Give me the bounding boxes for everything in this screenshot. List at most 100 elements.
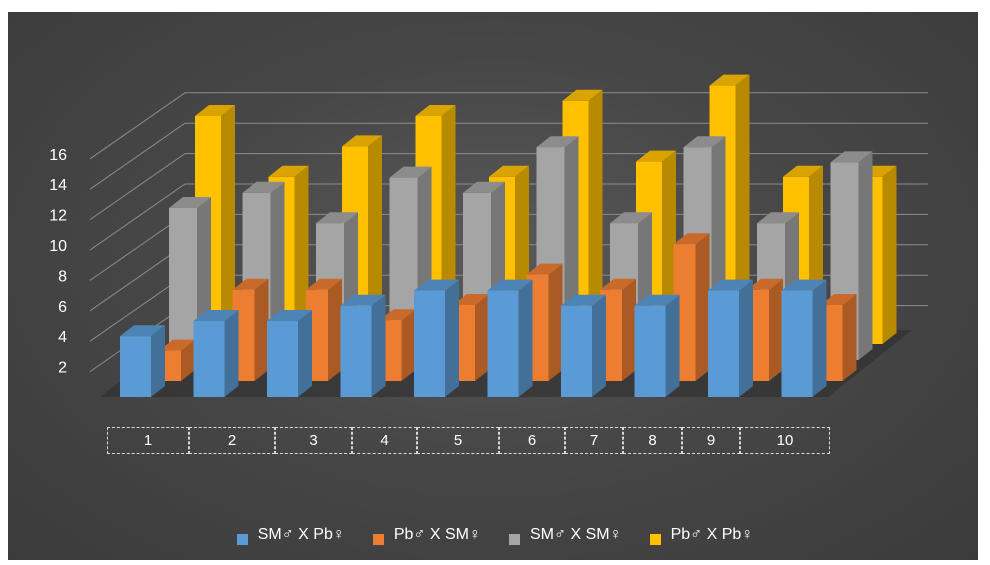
bar-front bbox=[169, 208, 197, 360]
bar-top bbox=[820, 294, 857, 305]
bar-side bbox=[328, 278, 342, 381]
bar-side bbox=[181, 339, 195, 381]
bar-top bbox=[526, 263, 563, 275]
bar-side bbox=[221, 105, 235, 344]
bar-top bbox=[389, 166, 432, 178]
legend-item: SM♂ X SM♀ bbox=[509, 526, 622, 545]
bar-top bbox=[536, 136, 579, 148]
gridline bbox=[89, 122, 928, 190]
legend-swatch bbox=[236, 533, 248, 545]
y-tick-label: 16 bbox=[49, 147, 67, 164]
legend-swatch bbox=[649, 533, 661, 545]
bar-top bbox=[169, 197, 211, 208]
y-axis-ticks: 2 4 6 8 10 12 14 16 bbox=[49, 147, 67, 377]
bar-0-7 bbox=[634, 294, 680, 397]
bar-top bbox=[708, 279, 753, 291]
y-tick-label: 6 bbox=[58, 299, 67, 316]
bar-side bbox=[298, 310, 312, 397]
bar-top bbox=[562, 89, 603, 101]
bar-side bbox=[622, 278, 636, 381]
bar-0-2 bbox=[267, 310, 312, 397]
bar-front bbox=[634, 305, 666, 397]
bar-front bbox=[487, 290, 519, 397]
bar-top bbox=[757, 212, 799, 224]
bar-top bbox=[747, 278, 783, 290]
bar-top bbox=[830, 151, 873, 163]
y-tick-label: 2 bbox=[58, 360, 67, 377]
chart-legend: SM♂ X Pb♀ Pb♂ X SM♀ SM♂ X SM♀ Pb♂ X Pb♀ bbox=[0, 520, 990, 550]
bar-top bbox=[159, 339, 195, 351]
legend-label: Pb♂ X Pb♀ bbox=[670, 526, 754, 543]
bar-top bbox=[709, 74, 750, 86]
bar-0-1 bbox=[193, 310, 239, 397]
legend-swatch bbox=[509, 533, 520, 545]
category-label: 8 bbox=[623, 427, 682, 454]
category-label: 2 bbox=[189, 427, 275, 454]
bar-side bbox=[368, 135, 382, 344]
y-tick-label: 4 bbox=[58, 329, 67, 346]
category-label: 7 bbox=[565, 427, 623, 454]
bar-side bbox=[858, 151, 873, 360]
gridline bbox=[89, 92, 928, 160]
legend-swatch bbox=[372, 533, 384, 545]
bar-front bbox=[708, 290, 739, 397]
legend-item: Pb♂ X SM♀ bbox=[372, 526, 481, 545]
category-label: 1 bbox=[107, 427, 189, 454]
bar-front bbox=[193, 321, 225, 397]
bar-2-0 bbox=[169, 197, 211, 360]
y-tick-label: 10 bbox=[49, 238, 67, 255]
y-tick-label: 14 bbox=[49, 177, 67, 194]
bar-side bbox=[151, 325, 165, 397]
gridline bbox=[89, 183, 928, 251]
bar-side bbox=[371, 294, 386, 397]
bar-top bbox=[673, 233, 710, 245]
bar-top bbox=[414, 279, 459, 291]
bar-top bbox=[783, 165, 823, 177]
bar-top bbox=[340, 294, 386, 306]
bars bbox=[120, 74, 897, 397]
bar-top bbox=[193, 310, 239, 321]
bar-top bbox=[781, 279, 827, 291]
bar-top bbox=[195, 105, 235, 116]
bar-0-3 bbox=[340, 294, 386, 397]
bar-top bbox=[316, 212, 358, 224]
y-tick-label: 8 bbox=[58, 268, 67, 285]
legend-label: SM♂ X SM♀ bbox=[530, 526, 622, 543]
legend-label: Pb♂ X SM♀ bbox=[393, 526, 481, 543]
bar-top bbox=[268, 165, 309, 177]
bar-top bbox=[561, 294, 606, 306]
bar-front bbox=[561, 305, 592, 397]
legend-label: SM♂ X Pb♀ bbox=[257, 526, 345, 543]
bar-side bbox=[769, 278, 783, 381]
bar-side bbox=[548, 263, 563, 381]
bar-top bbox=[634, 294, 680, 306]
bar-front bbox=[340, 305, 372, 397]
bar-side bbox=[445, 279, 459, 397]
bar-side bbox=[588, 89, 603, 344]
bar-top bbox=[489, 165, 529, 177]
bar-side bbox=[739, 279, 753, 397]
bar-top bbox=[232, 278, 269, 290]
legend-item: Pb♂ X Pb♀ bbox=[649, 526, 754, 545]
bar-side bbox=[592, 294, 606, 397]
bar-side bbox=[224, 310, 239, 397]
gridline bbox=[89, 153, 928, 221]
category-label: 9 bbox=[682, 427, 740, 454]
category-label: 4 bbox=[352, 427, 417, 454]
category-label: 3 bbox=[275, 427, 352, 454]
bar-side bbox=[735, 74, 750, 344]
bar-0-6 bbox=[561, 294, 606, 397]
bar-top bbox=[636, 150, 676, 162]
bar-0-8 bbox=[708, 279, 753, 397]
y-tick-label: 12 bbox=[49, 208, 67, 225]
bar-top bbox=[463, 181, 505, 193]
bar-top bbox=[342, 135, 382, 147]
category-label: 10 bbox=[740, 427, 830, 454]
bar-side bbox=[665, 294, 680, 397]
bar-top bbox=[267, 310, 312, 321]
bar-side bbox=[254, 278, 269, 381]
bar-side bbox=[518, 279, 533, 397]
bar-top bbox=[453, 294, 489, 305]
bar-side bbox=[842, 294, 857, 381]
bar-front bbox=[120, 336, 151, 397]
